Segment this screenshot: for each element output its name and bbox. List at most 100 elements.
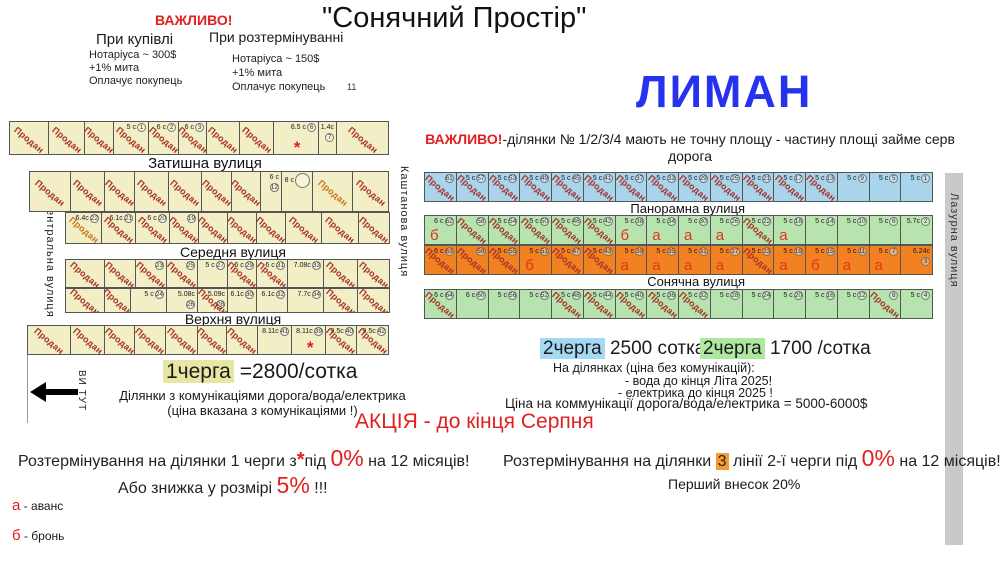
sold-mark: Продан	[68, 288, 102, 313]
phase2-price-blue: 2черга 2500 сотка	[540, 338, 705, 360]
plot-number-badge: 3	[921, 257, 930, 266]
plot-number-badge: 9	[857, 174, 867, 183]
advance-mark: а	[779, 257, 788, 274]
plot-size-label: 8.11с 39	[296, 327, 323, 336]
sold-mark: Продан	[49, 124, 84, 155]
plot-number-badge: 30	[698, 217, 708, 226]
page-number: 11	[347, 82, 357, 92]
plot-size-label: 5 с 31	[688, 247, 708, 256]
plot-45: 5 с 45 Продан	[551, 172, 584, 202]
plot-number-badge: 18	[793, 217, 803, 226]
plot-17: 5 с 17 Продан	[773, 172, 806, 202]
phase2-tag-green: 2черга	[700, 338, 765, 359]
plot-38: 5 с 38 б	[614, 215, 648, 245]
phase1-note-2: (ціна вказана з комунікаціями !)	[167, 403, 358, 418]
plot-number-badge: 60	[476, 291, 486, 300]
plot-28: 5.09с 28 Продан	[197, 288, 228, 313]
phase1-row-4: Продан Продан 23 Продан 25 Продан 5 с 27 6 с 29 Пр…	[65, 259, 390, 288]
plot-number-badge: 24	[762, 291, 772, 300]
plot-number-badge: 22	[89, 214, 99, 223]
plot-number-badge: 4	[921, 291, 930, 300]
plot-36: 5 с 36 Продан	[646, 289, 679, 319]
offer1-percent: 0%	[330, 445, 364, 471]
warning-important-label: ВАЖЛИВО!	[425, 131, 503, 147]
plot-sold: Продан	[9, 121, 49, 155]
plot-size-label: 6.1с 30	[230, 290, 254, 299]
plot-sold: Продан	[65, 259, 105, 288]
phase1-notes: Ділянки з комунікаціями дорога/вода/елек…	[105, 388, 420, 418]
plot-2: 6 с 2 Продан	[148, 121, 179, 155]
sold-mark: Продан	[286, 214, 321, 244]
offer3-mid: лінії 2-ї черги під	[728, 453, 862, 470]
plot-sold: Продан	[336, 121, 389, 155]
advance-mark: а	[684, 227, 693, 244]
warning-text-2: дорога	[667, 148, 713, 164]
plot-size-label: 5 с 34	[656, 217, 676, 226]
advance-mark: а	[684, 257, 693, 274]
plot-size-label: 61	[425, 173, 456, 183]
plot-40: 9.5с 40 Продан	[325, 325, 357, 355]
plot-number-badge: 47	[571, 247, 581, 256]
plot-sold: Продан	[104, 171, 135, 212]
plot-number-badge: 55	[508, 247, 518, 256]
plot-41: 8.11с 41	[257, 325, 292, 355]
page-title: "Сонячний Простір"	[322, 2, 587, 34]
plot-53: 5 с 53 Продан	[487, 172, 521, 202]
plot-number-badge: 50	[539, 217, 549, 226]
plot-29: 5 с 29 Продан	[678, 172, 711, 202]
street-kashtanova-label: Каштанова вулиця	[398, 166, 410, 278]
plot-23: 5 с 23 Продан	[741, 245, 775, 275]
plot-size-label: 5 с 42	[592, 217, 613, 226]
plot-size-label: 5 с 33	[656, 174, 676, 183]
plot-size-label: 9.5с 42	[362, 327, 386, 336]
street-verkhnia-label: Верхня вулиця	[184, 311, 282, 327]
plot-number-badge: 22	[762, 217, 772, 226]
plot-size-label: 5 с 18	[783, 217, 803, 226]
plot-31: 6 с 31 Продан	[256, 259, 288, 288]
plot-3: 6 с 3 Продан	[178, 121, 207, 155]
advance-mark: а	[652, 257, 661, 274]
plot-number-badge: 5	[889, 174, 899, 183]
plot-size-label: 5 с 55	[497, 247, 518, 256]
plot-42: 9.5с 42 Продан	[356, 325, 389, 355]
plot-sold: 8 с	[281, 171, 313, 212]
plot-63: 6 с 63 Продан	[424, 245, 457, 275]
plot-size-label: 5 с 49	[529, 174, 549, 183]
plot-sold: Продан	[104, 259, 136, 288]
reserve-mark: б	[811, 257, 820, 274]
arrow-shaft	[44, 389, 78, 395]
legend-advance: а - аванс	[12, 497, 63, 514]
plot-number-badge: 37	[635, 174, 645, 183]
plot-size-label: 6 с 64	[434, 291, 454, 300]
plot-number-badge: 25	[730, 174, 740, 183]
plot-number-badge: 2	[921, 217, 930, 226]
installment-info: Нотаріуса ~ 150$ +1% мита Оплачує покупе…	[232, 52, 325, 94]
plot-sold: Продан	[70, 171, 105, 212]
plot-size-label: 5 с 16	[815, 291, 835, 300]
sold-mark: Продан	[239, 124, 274, 155]
plot-size-label: 59	[457, 246, 488, 256]
installment-offer-phase1: Розтермінування на ділянки 1 черги з*під…	[18, 445, 469, 472]
plot-number-badge: 7	[325, 133, 334, 142]
important-label: ВАЖЛИВО!	[155, 12, 233, 28]
offer1-mid: під	[304, 453, 331, 470]
reserve-mark: б	[430, 227, 439, 244]
offer2-text: Або знижка у розмірі	[118, 480, 277, 497]
sold-mark: Продан	[206, 124, 240, 155]
plot-number-badge: 35	[666, 247, 676, 256]
plot-19: 5 с 19 а	[773, 245, 806, 275]
reserve-mark: б	[525, 257, 534, 274]
plot-size-label: 5 с 44	[592, 291, 613, 300]
plot-number-badge: 58	[476, 217, 486, 226]
plot-sold: Продан	[84, 121, 114, 155]
buy-line-2: +1% мита	[89, 62, 140, 74]
plot-58: 58 Продан	[455, 215, 489, 245]
sold-mark: Продан	[256, 214, 286, 244]
plot-22: 6.4с 22 Продан	[65, 212, 102, 244]
plot-number-badge: 38	[635, 217, 645, 226]
plot-size-label: 7.7с 34	[297, 290, 321, 299]
